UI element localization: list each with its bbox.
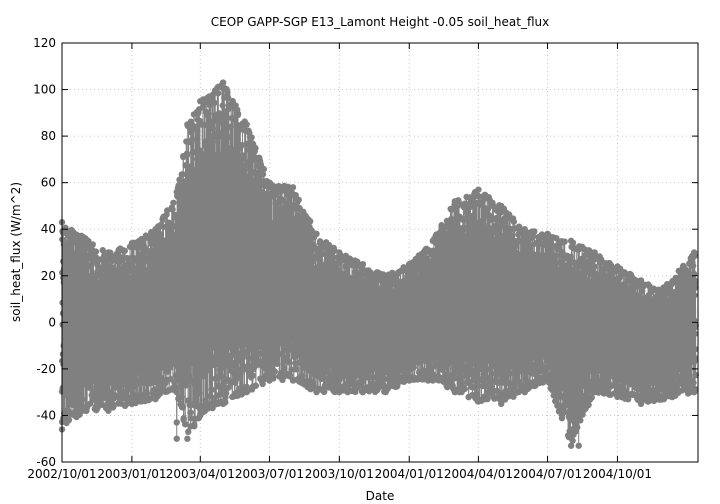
chart-title: CEOP GAPP-SGP E13_Lamont Height -0.05 so… [211,15,549,29]
data-layer [58,79,699,449]
x-axis-title: Date [366,489,395,503]
y-axis-title: soil_heat_flux (W/m^2) [9,182,23,322]
